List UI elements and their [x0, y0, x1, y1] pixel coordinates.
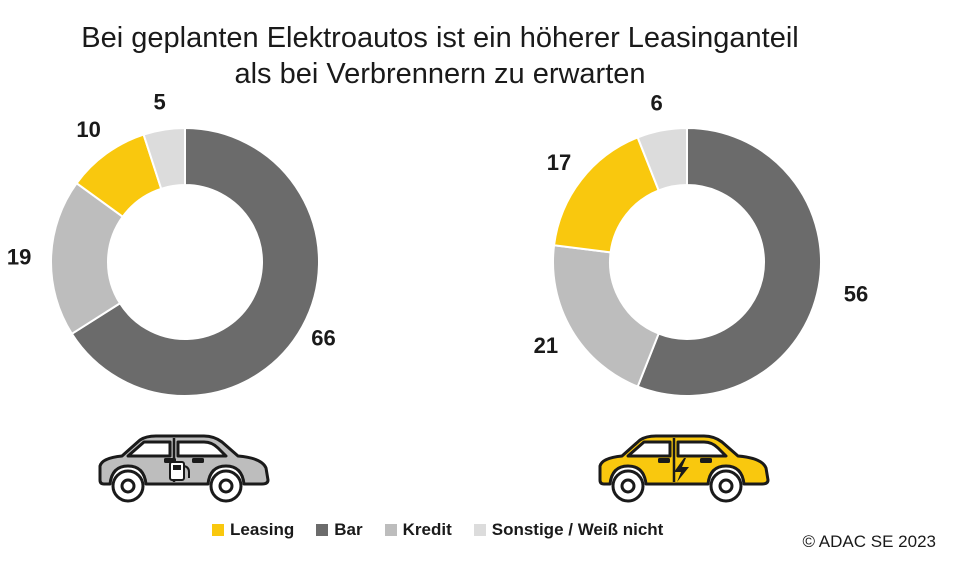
- donut-slice-kredit: [552, 244, 660, 388]
- data-label-bar: 56: [844, 282, 868, 307]
- chart-title-line-1: Bei geplanten Elektroautos ist ein höher…: [81, 22, 799, 54]
- donut-slice-bar: [636, 126, 822, 397]
- data-label-bar: 66: [311, 326, 335, 351]
- data-label-leasing: 10: [76, 117, 100, 142]
- legend-swatch-bar: [316, 524, 329, 536]
- legend: Leasing Bar Kredit Sonstige / Weiß nicht: [212, 520, 663, 540]
- legend-label-sonstige: Sonstige / Weiß nicht: [491, 520, 664, 539]
- combustion-car-icon: [98, 434, 270, 503]
- legend-swatch-kredit: [384, 524, 397, 536]
- data-label-kredit: 19: [7, 244, 31, 269]
- data-label-sonstige: 5: [154, 89, 166, 114]
- legend-item-kredit: Kredit: [384, 520, 452, 540]
- data-label-leasing: 17: [547, 150, 571, 175]
- copyright-notice: © ADAC SE 2023: [802, 532, 937, 551]
- legend-label-kredit: Kredit: [402, 520, 452, 539]
- legend-label-bar: Bar: [334, 520, 363, 539]
- legend-item-sonstige: Sonstige / Weiß nicht: [473, 520, 664, 540]
- legend-item-leasing: Leasing: [212, 520, 294, 540]
- chart-title: Bei geplanten Elektroautos ist ein höher…: [0, 20, 880, 92]
- data-label-sonstige: 6: [651, 90, 663, 115]
- chart-title-line-2: als bei Verbrennern zu erwarten: [234, 58, 646, 90]
- legend-swatch-leasing: [212, 524, 224, 536]
- data-label-kredit: 21: [534, 333, 558, 358]
- donut-slice-bar: [70, 126, 320, 397]
- legend-swatch-sonstige: [473, 524, 486, 536]
- legend-item-bar: Bar: [316, 520, 363, 540]
- donut-slice-sonstige: [142, 126, 186, 191]
- electric-car-icon: [598, 434, 770, 503]
- donut-slice-sonstige: [636, 126, 688, 192]
- legend-label-leasing: Leasing: [230, 520, 295, 539]
